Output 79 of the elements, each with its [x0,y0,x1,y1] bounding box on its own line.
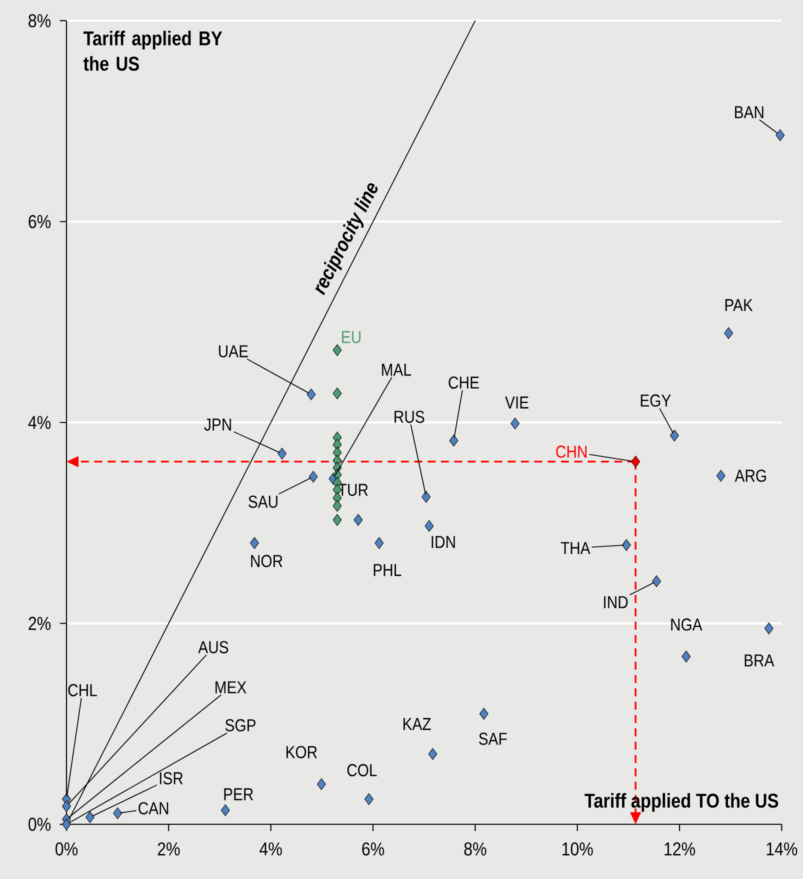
annotation: THA [560,542,590,554]
annotation: EGY [640,394,671,407]
series-label: EU [342,331,360,344]
annotation: KAZ [404,718,431,730]
annotation: TUR [338,484,368,496]
annotation: COL [347,764,377,776]
annotation: JPN [204,418,231,431]
y-axis-title: Tariff applied BY the US [83,30,222,71]
point [364,793,374,806]
point [422,490,431,503]
y-tick-label: 6% [28,214,51,228]
x-tick-label: 10% [562,842,593,856]
x-tick-label: 12% [664,842,696,856]
annotation: AUS [198,641,228,654]
point [428,748,438,760]
y-tick-label: 0% [28,818,51,831]
y-tick-label: 2% [28,616,51,630]
point [354,514,363,526]
annotation: PHL [374,564,402,576]
point [374,537,384,549]
annotation: MEX [216,681,246,694]
annotation: IND [604,596,628,608]
annotation: PAK [725,299,753,312]
annotation: CHL [68,684,97,696]
x-tick-label: 14% [766,842,798,856]
legend-label: CHN [556,446,587,458]
annotation: IDN [432,536,455,548]
point [510,418,520,430]
point [62,818,71,830]
point [220,804,230,816]
point [332,500,342,512]
annotation: ISR [160,772,183,784]
annotation: BRA [744,654,774,666]
annotation: SAU [248,496,278,508]
point [306,388,316,400]
point [278,448,287,460]
point [652,575,661,588]
point [479,708,488,720]
point [113,807,122,820]
x-tick-label: 4% [260,842,282,856]
annotation: SAF [479,732,507,745]
annotation: KOR [286,746,317,758]
point [724,327,734,339]
point [670,430,679,442]
point [716,470,726,482]
annotation: PER [224,788,254,800]
point [316,778,326,790]
point [332,514,342,526]
point [308,470,318,483]
point [764,622,774,634]
x-axis-title: Tariff applied TO the US [584,793,778,812]
y-tick-label: 8% [28,14,51,28]
annotation: NGA [671,618,702,631]
x-tick-label: 0% [56,842,78,856]
point [622,539,631,551]
x-tick-label: 2% [158,842,180,856]
point [682,650,691,662]
annotation: ARG [734,470,766,482]
point [449,434,458,446]
point [424,520,434,532]
x-tick-label: 8% [464,842,486,856]
point [776,129,785,142]
point [86,811,94,824]
point [631,456,640,468]
annotation: CHE [448,376,479,389]
annotation: MAL [382,364,411,376]
annotation: VIE [505,396,528,408]
annotation: BAN [735,106,764,118]
annotation: RUS [394,410,424,423]
annotation: CAN [138,802,168,814]
y-tick-label: 4% [28,416,51,430]
point [332,344,342,356]
annotation: SGP [225,719,256,732]
point [332,388,342,400]
point [250,537,259,549]
annotation: UAE [219,345,248,358]
x-tick-label: 6% [362,842,384,856]
annotation: NOR [251,554,282,568]
point [62,800,71,812]
